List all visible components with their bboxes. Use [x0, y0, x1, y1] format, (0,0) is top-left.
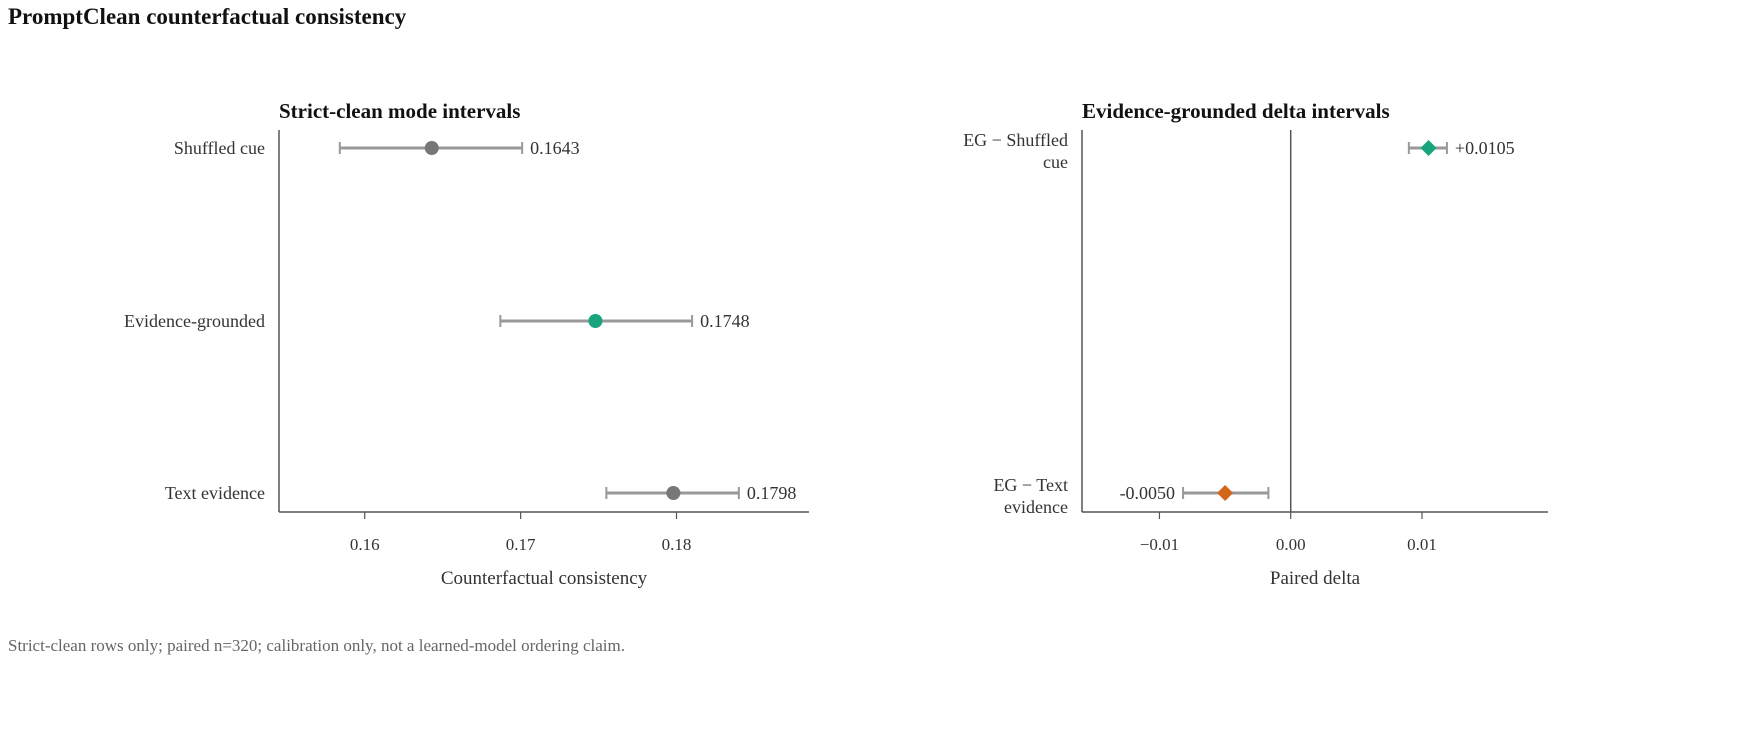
panel-title: Strict-clean mode intervals [279, 99, 520, 123]
figure-title: PromptClean counterfactual consistency [8, 4, 407, 29]
category-label: EG − Shuffled [963, 130, 1068, 150]
x-tick-label: 0.16 [350, 535, 380, 554]
point-marker [588, 314, 603, 328]
figure-caption: Strict-clean rows only; paired n=320; ca… [8, 636, 625, 655]
value-label: -0.0050 [1120, 483, 1176, 503]
x-tick-label: 0.01 [1407, 535, 1437, 554]
value-label: 0.1798 [747, 483, 797, 503]
panel-strict-clean: Strict-clean mode intervals 0.16 0.17 0.18 C… [124, 99, 809, 589]
panel-title: Evidence-grounded delta intervals [1082, 99, 1390, 123]
point-marker-diamond [1217, 485, 1234, 501]
x-tick-label: 0.18 [662, 535, 692, 554]
category-label: evidence [1004, 497, 1068, 517]
panel-delta: Evidence-grounded delta intervals −0.01 0.… [963, 99, 1548, 589]
category-label: Evidence-grounded [124, 311, 265, 331]
point-marker [666, 486, 681, 500]
category-label: Text evidence [165, 483, 265, 503]
x-axis-label: Counterfactual consistency [441, 568, 648, 589]
category-label: cue [1043, 152, 1068, 172]
x-tick-label: −0.01 [1140, 535, 1179, 554]
point-marker [424, 141, 439, 155]
value-label: +0.0105 [1455, 138, 1515, 158]
value-label: 0.1748 [700, 311, 750, 331]
point-marker-diamond [1420, 140, 1437, 156]
value-label: 0.1643 [530, 138, 580, 158]
x-tick-label: 0.17 [506, 535, 536, 554]
category-label: EG − Text [993, 475, 1068, 495]
x-tick-label: 0.00 [1276, 535, 1306, 554]
x-axis-label: Paired delta [1270, 568, 1361, 589]
category-label: Shuffled cue [174, 138, 265, 158]
